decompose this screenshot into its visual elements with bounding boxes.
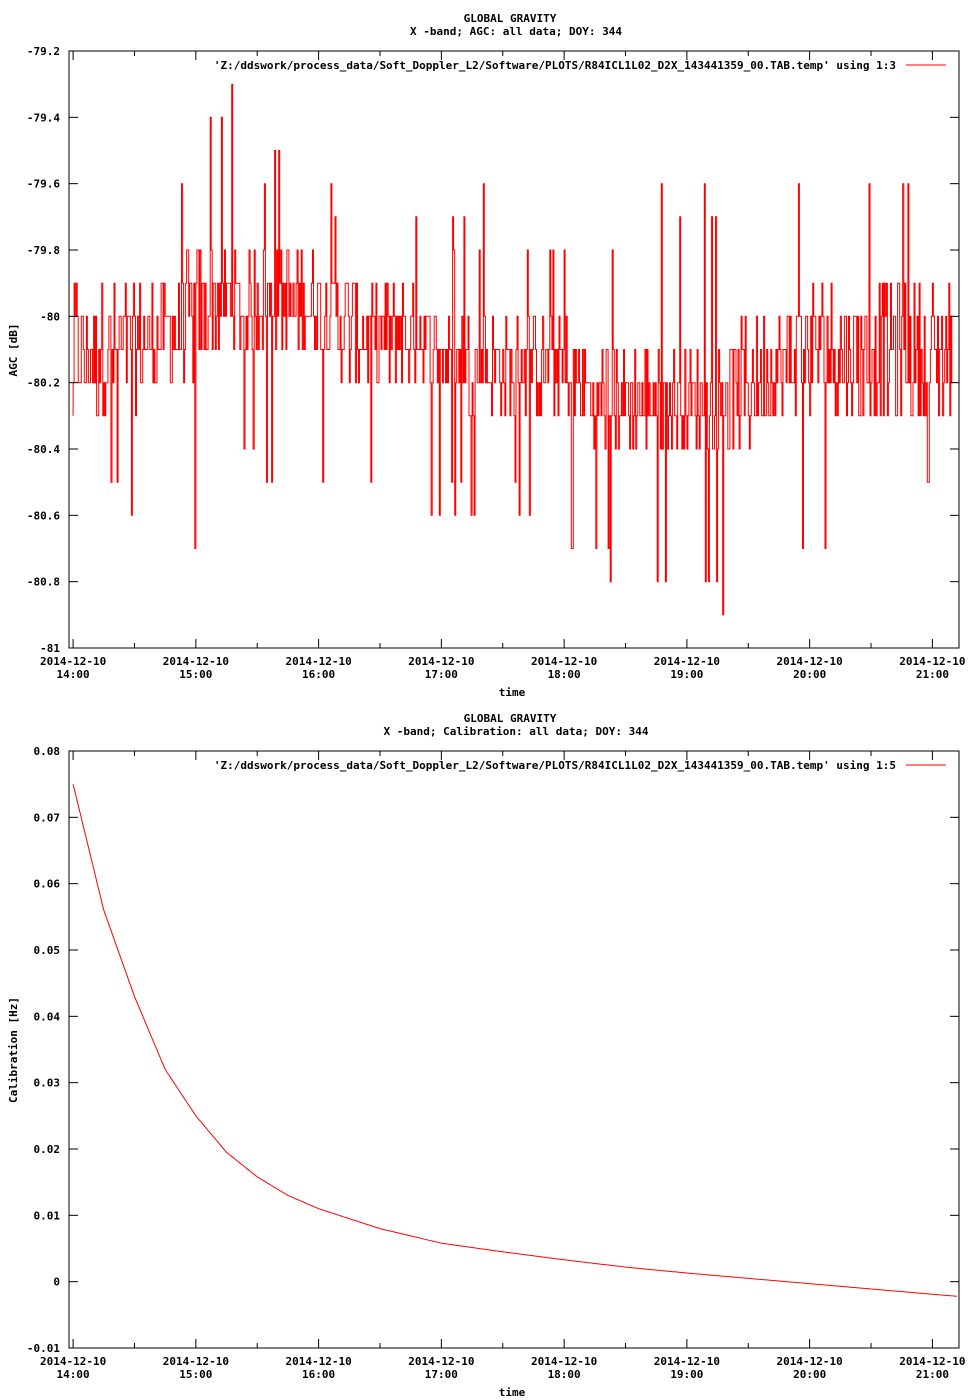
series-layer — [72, 83, 953, 616]
chart-subtitle: X -band; Calibration: all data; DOY: 344 — [384, 725, 649, 738]
x-axis-label: time — [499, 1386, 526, 1399]
y-tick-label: -80.2 — [27, 377, 60, 390]
x-tick-time: 15:00 — [179, 1368, 212, 1381]
x-tick-time: 19:00 — [670, 1368, 703, 1381]
x-tick-time: 20:00 — [793, 668, 826, 681]
x-tick-time: 16:00 — [302, 1368, 335, 1381]
y-tick-label: -80.6 — [27, 509, 60, 522]
chart-title: GLOBAL GRAVITY — [464, 12, 557, 25]
x-tick-time: 18:00 — [548, 1368, 581, 1381]
y-tick-label: 0.01 — [34, 1209, 61, 1222]
x-tick-date: 2014-12-10 — [654, 1355, 720, 1368]
plot-frame — [68, 750, 960, 1349]
x-tick-time: 14:00 — [57, 1368, 90, 1381]
x-tick-time: 15:00 — [179, 668, 212, 681]
y-tick-label: -0.01 — [27, 1342, 60, 1355]
legend-label: 'Z:/ddswork/process_data/Soft_Doppler_L2… — [214, 59, 896, 72]
y-tick-label: 0.03 — [34, 1077, 61, 1090]
axis-ticks: -79.2 -79.4 -79.6 -79.8 -80 -80.2 -80.4 -80.6 -8… — [27, 45, 966, 681]
chart-subtitle: X -band; AGC: all data; DOY: 344 — [410, 25, 622, 38]
y-tick-label: -79.6 — [27, 178, 60, 191]
y-tick-label: -79.8 — [27, 244, 60, 257]
x-tick-date: 2014-12-10 — [408, 655, 474, 668]
x-tick-date: 2014-12-10 — [654, 655, 720, 668]
x-tick-time: 19:00 — [670, 668, 703, 681]
x-axis-label: time — [499, 686, 526, 699]
x-tick-date: 2014-12-10 — [899, 1355, 965, 1368]
x-tick-date: 2014-12-10 — [163, 1355, 229, 1368]
x-tick-time: 18:00 — [548, 668, 581, 681]
plot-frame — [68, 50, 960, 649]
calibration-chart: GLOBAL GRAVITY X -band; Calibration: all… — [7, 712, 966, 1399]
x-tick-time: 17:00 — [425, 1368, 458, 1381]
y-tick-label: -80.8 — [27, 576, 60, 589]
x-tick-date: 2014-12-10 — [408, 1355, 474, 1368]
series-line — [72, 784, 958, 1297]
x-tick-date: 2014-12-10 — [531, 1355, 597, 1368]
x-tick-time: 21:00 — [916, 668, 949, 681]
y-tick-label: -80.4 — [27, 443, 60, 456]
x-tick-date: 2014-12-10 — [163, 655, 229, 668]
chart-title: GLOBAL GRAVITY — [464, 712, 557, 725]
agc-chart: GLOBAL GRAVITY X -band; AGC: all data; D… — [7, 12, 966, 699]
y-tick-label: 0.05 — [34, 944, 61, 957]
series-line — [72, 83, 953, 616]
y-tick-label: -79.2 — [27, 45, 60, 58]
y-axis-label: AGC [dB] — [7, 324, 20, 377]
y-tick-label: 0.07 — [34, 811, 61, 824]
x-tick-date: 2014-12-10 — [285, 655, 351, 668]
x-tick-time: 16:00 — [302, 668, 335, 681]
legend-label: 'Z:/ddswork/process_data/Soft_Doppler_L2… — [214, 759, 896, 772]
y-axis-label: Calibration [Hz] — [7, 997, 20, 1103]
x-tick-date: 2014-12-10 — [531, 655, 597, 668]
y-tick-label: 0.08 — [34, 745, 61, 758]
x-tick-date: 2014-12-10 — [40, 1355, 106, 1368]
x-tick-time: 21:00 — [916, 1368, 949, 1381]
y-tick-label: 0.02 — [34, 1143, 61, 1156]
x-tick-date: 2014-12-10 — [777, 655, 843, 668]
y-tick-label: 0.04 — [34, 1010, 61, 1023]
axis-ticks: 0.080.070.060.050.040.030.020.010-0.0120… — [27, 745, 966, 1381]
y-tick-label: -79.4 — [27, 111, 60, 124]
x-tick-date: 2014-12-10 — [777, 1355, 843, 1368]
x-tick-time: 17:00 — [425, 668, 458, 681]
y-tick-label: 0.06 — [34, 878, 61, 891]
y-tick-label: -80 — [40, 310, 60, 323]
y-tick-label: -81 — [40, 642, 60, 655]
x-tick-date: 2014-12-10 — [899, 655, 965, 668]
y-tick-label: 0 — [53, 1276, 60, 1289]
x-tick-date: 2014-12-10 — [40, 655, 106, 668]
x-tick-date: 2014-12-10 — [285, 1355, 351, 1368]
x-tick-time: 20:00 — [793, 1368, 826, 1381]
x-tick-time: 14:00 — [57, 668, 90, 681]
series-layer — [72, 784, 958, 1297]
